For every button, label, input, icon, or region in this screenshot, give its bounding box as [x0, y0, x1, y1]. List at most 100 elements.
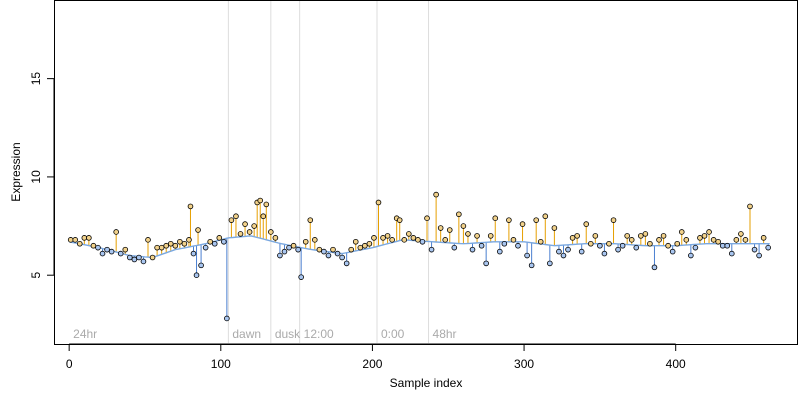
data-point	[224, 315, 230, 322]
data-point	[113, 229, 119, 235]
data-point	[221, 238, 227, 245]
data-point	[515, 242, 521, 249]
data-point	[108, 248, 115, 255]
data-point	[104, 246, 110, 253]
data-point	[474, 233, 480, 239]
data-point	[90, 242, 97, 249]
y-tick-label: 10	[29, 170, 43, 184]
data-point	[357, 244, 364, 251]
data-point	[765, 244, 771, 251]
data-point	[537, 238, 544, 245]
data-point	[624, 233, 630, 239]
data-point	[158, 244, 165, 251]
vertical-marker-labels: 24hr dawn dusk 12:00 0:00 48hr	[73, 327, 456, 341]
data-point	[587, 240, 594, 247]
y-tick-label: 5	[29, 272, 43, 279]
data-point	[669, 248, 676, 255]
data-point	[131, 256, 138, 263]
x-tick-label: 300	[514, 357, 534, 371]
data-point	[692, 244, 699, 251]
x-axis: 0 100 200 300 400	[66, 343, 686, 371]
data-point	[760, 235, 767, 241]
data-point	[237, 231, 244, 237]
data-point	[487, 233, 494, 239]
data-point	[257, 197, 264, 204]
x-tick-label: 100	[211, 357, 231, 371]
data-point	[321, 248, 327, 255]
data-point	[642, 231, 649, 237]
data-point	[665, 242, 671, 249]
data-point	[451, 244, 458, 251]
data-point	[389, 237, 395, 243]
data-point	[117, 250, 124, 257]
x-tick-label: 400	[666, 357, 686, 371]
data-point	[272, 235, 279, 241]
data-point	[72, 237, 79, 243]
data-point	[198, 262, 204, 269]
data-point	[547, 260, 553, 267]
data-point	[187, 203, 194, 210]
data-point	[380, 235, 386, 241]
data-point	[674, 240, 681, 247]
data-point	[647, 240, 653, 247]
data-point	[633, 244, 640, 251]
data-point	[371, 235, 377, 241]
data-point	[286, 244, 292, 251]
data-point	[478, 242, 485, 249]
data-point	[352, 238, 359, 245]
data-point	[99, 250, 106, 257]
data-point	[569, 235, 576, 241]
data-point	[510, 237, 517, 243]
data-point	[433, 191, 439, 198]
data-point	[122, 246, 129, 253]
data-point	[233, 213, 239, 220]
data-point	[751, 246, 758, 253]
data-point	[601, 250, 608, 257]
data-point	[419, 238, 426, 245]
data-point	[528, 262, 535, 269]
vertical-marker-label: 48hr	[433, 327, 457, 341]
data-point	[348, 246, 355, 253]
data-point	[560, 252, 567, 259]
data-point	[551, 225, 558, 231]
data-point	[742, 237, 749, 243]
data-point	[683, 237, 690, 243]
data-point	[145, 237, 151, 243]
data-point	[501, 240, 508, 247]
data-point	[86, 235, 92, 241]
data-point	[334, 250, 341, 257]
data-point	[202, 244, 209, 251]
data-point	[154, 244, 160, 251]
data-point	[710, 237, 717, 243]
vertical-marker-lines	[227, 1, 430, 343]
data-point	[190, 250, 197, 257]
data-point	[246, 229, 253, 235]
data-point	[556, 248, 562, 255]
data-point	[149, 254, 156, 261]
data-point	[410, 235, 417, 241]
x-axis-label: Sample index	[390, 376, 463, 390]
data-point	[228, 217, 235, 223]
data-point	[81, 235, 88, 241]
data-point	[186, 237, 192, 243]
data-point	[428, 246, 435, 253]
data-point	[136, 254, 142, 261]
data-point	[701, 233, 708, 239]
data-point	[519, 221, 526, 227]
data-point	[660, 233, 667, 239]
data-point	[343, 260, 350, 267]
data-point	[281, 248, 288, 255]
data-point	[565, 246, 571, 253]
data-point	[251, 223, 257, 229]
data-point	[396, 217, 403, 223]
data-point	[316, 246, 323, 253]
data-point	[140, 258, 147, 265]
x-tick-label: 200	[362, 357, 382, 371]
data-point	[67, 237, 74, 243]
data-point	[583, 221, 590, 227]
data-point	[728, 250, 735, 257]
data-point	[401, 237, 408, 243]
data-point	[127, 254, 133, 261]
data-point	[678, 229, 685, 235]
vertical-marker-label: dusk	[275, 327, 301, 341]
